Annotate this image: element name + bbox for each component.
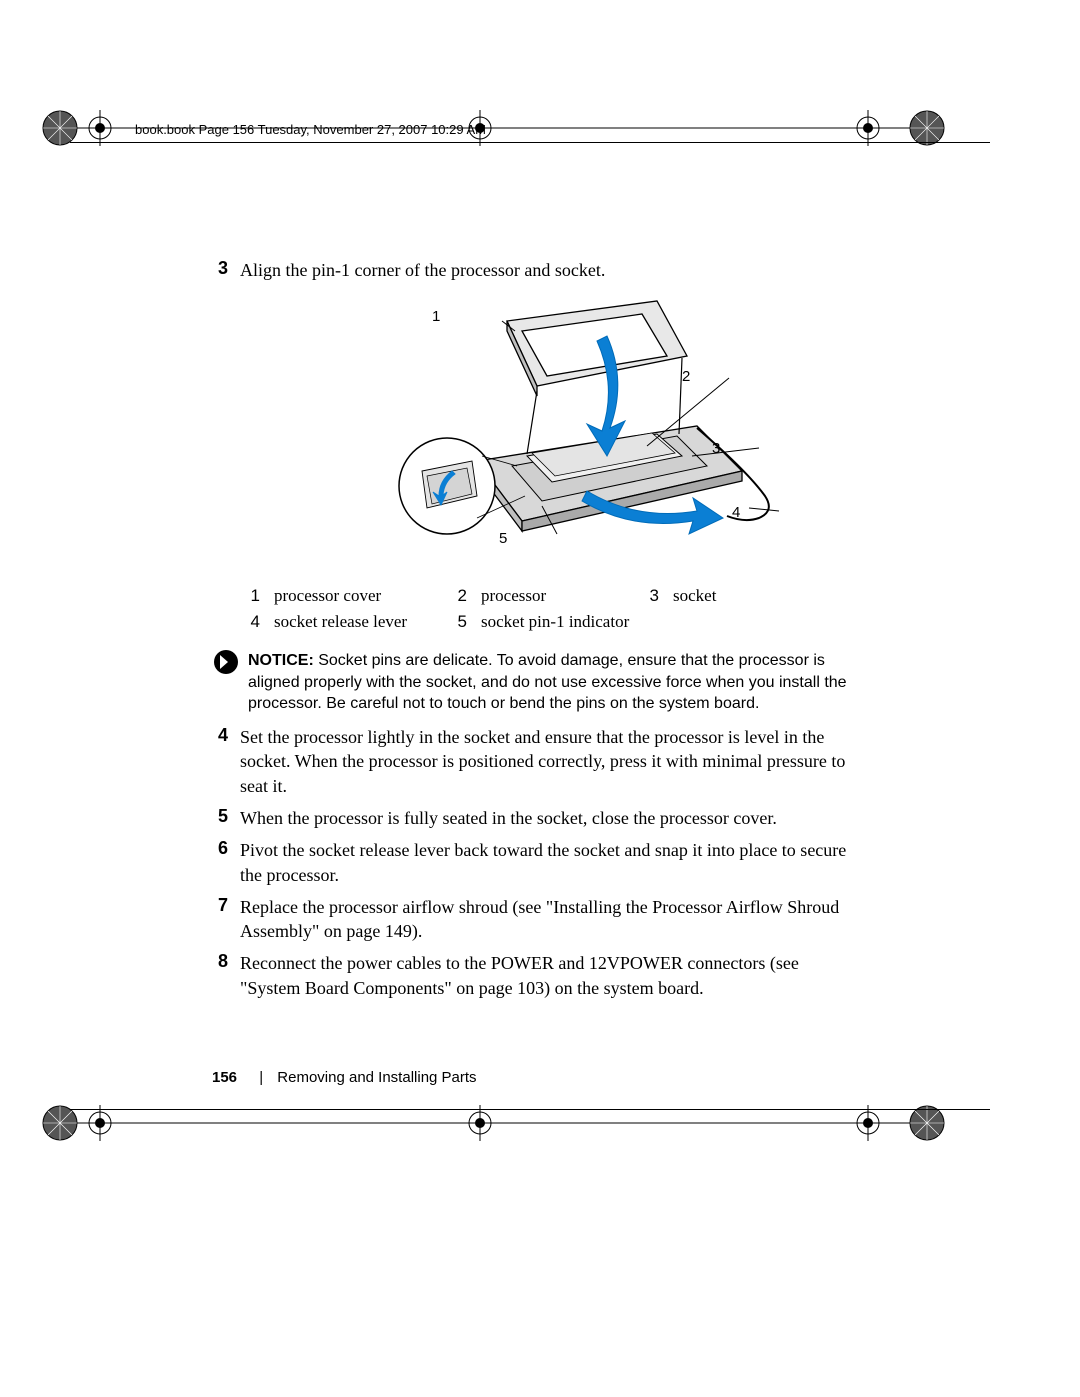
header-file-path: book.book Page 156 Tuesday, November 27,… [135,122,486,137]
legend-num: 1 [242,586,260,606]
callout-2: 2 [682,368,690,385]
legend-label: socket pin-1 indicator [481,612,701,632]
step-4: 4 Set the processor lightly in the socke… [212,725,862,798]
legend-label: processor [481,586,641,606]
step-3: 3 Align the pin-1 corner of the processo… [212,258,862,282]
page-footer: 156 | Removing and Installing Parts [212,1069,477,1086]
page-number: 156 [212,1069,237,1086]
callout-1: 1 [432,308,440,325]
step-number: 4 [212,725,240,798]
processor-diagram: 1 2 3 4 5 [212,296,862,566]
step-text: When the processor is fully seated in th… [240,806,862,830]
notice-block: NOTICE: Socket pins are delicate. To avo… [212,650,862,715]
page-container: book.book Page 156 Tuesday, November 27,… [0,0,1080,1397]
callout-4: 4 [732,504,740,521]
step-number: 5 [212,806,240,830]
legend-num: 3 [641,586,659,606]
footer-rule [70,1109,990,1110]
footer-separator: | [259,1069,263,1086]
section-title: Removing and Installing Parts [277,1069,476,1086]
notice-heading: NOTICE: [248,652,314,669]
callout-5: 5 [499,530,507,547]
page-content: 3 Align the pin-1 corner of the processo… [212,258,862,1008]
notice-body: Socket pins are delicate. To avoid damag… [248,652,847,712]
notice-text: NOTICE: Socket pins are delicate. To avo… [248,650,862,715]
legend-num: 5 [449,612,467,632]
legend-label: socket release lever [274,612,449,632]
legend-row: 1 processor cover 2 processor 3 socket [242,586,862,606]
legend-label: processor cover [274,586,449,606]
step-number: 8 [212,951,240,1000]
step-8: 8 Reconnect the power cables to the POWE… [212,951,862,1000]
step-number: 3 [212,258,240,282]
legend-label: socket [673,586,848,606]
step-text: Set the processor lightly in the socket … [240,725,862,798]
legend-num: 4 [242,612,260,632]
step-number: 7 [212,895,240,944]
step-text: Replace the processor airflow shroud (se… [240,895,862,944]
step-text: Align the pin-1 corner of the processor … [240,258,862,282]
callout-3: 3 [712,440,720,457]
crop-mark-bottom [0,1093,1080,1163]
step-text: Pivot the socket release lever back towa… [240,838,862,887]
step-text: Reconnect the power cables to the POWER … [240,951,862,1000]
legend-row: 4 socket release lever 5 socket pin-1 in… [242,612,862,632]
notice-icon [214,650,238,674]
step-5: 5 When the processor is fully seated in … [212,806,862,830]
diagram-legend: 1 processor cover 2 processor 3 socket 4… [242,586,862,632]
step-number: 6 [212,838,240,887]
legend-num: 2 [449,586,467,606]
header-rule [70,142,990,143]
step-7: 7 Replace the processor airflow shroud (… [212,895,862,944]
step-6: 6 Pivot the socket release lever back to… [212,838,862,887]
